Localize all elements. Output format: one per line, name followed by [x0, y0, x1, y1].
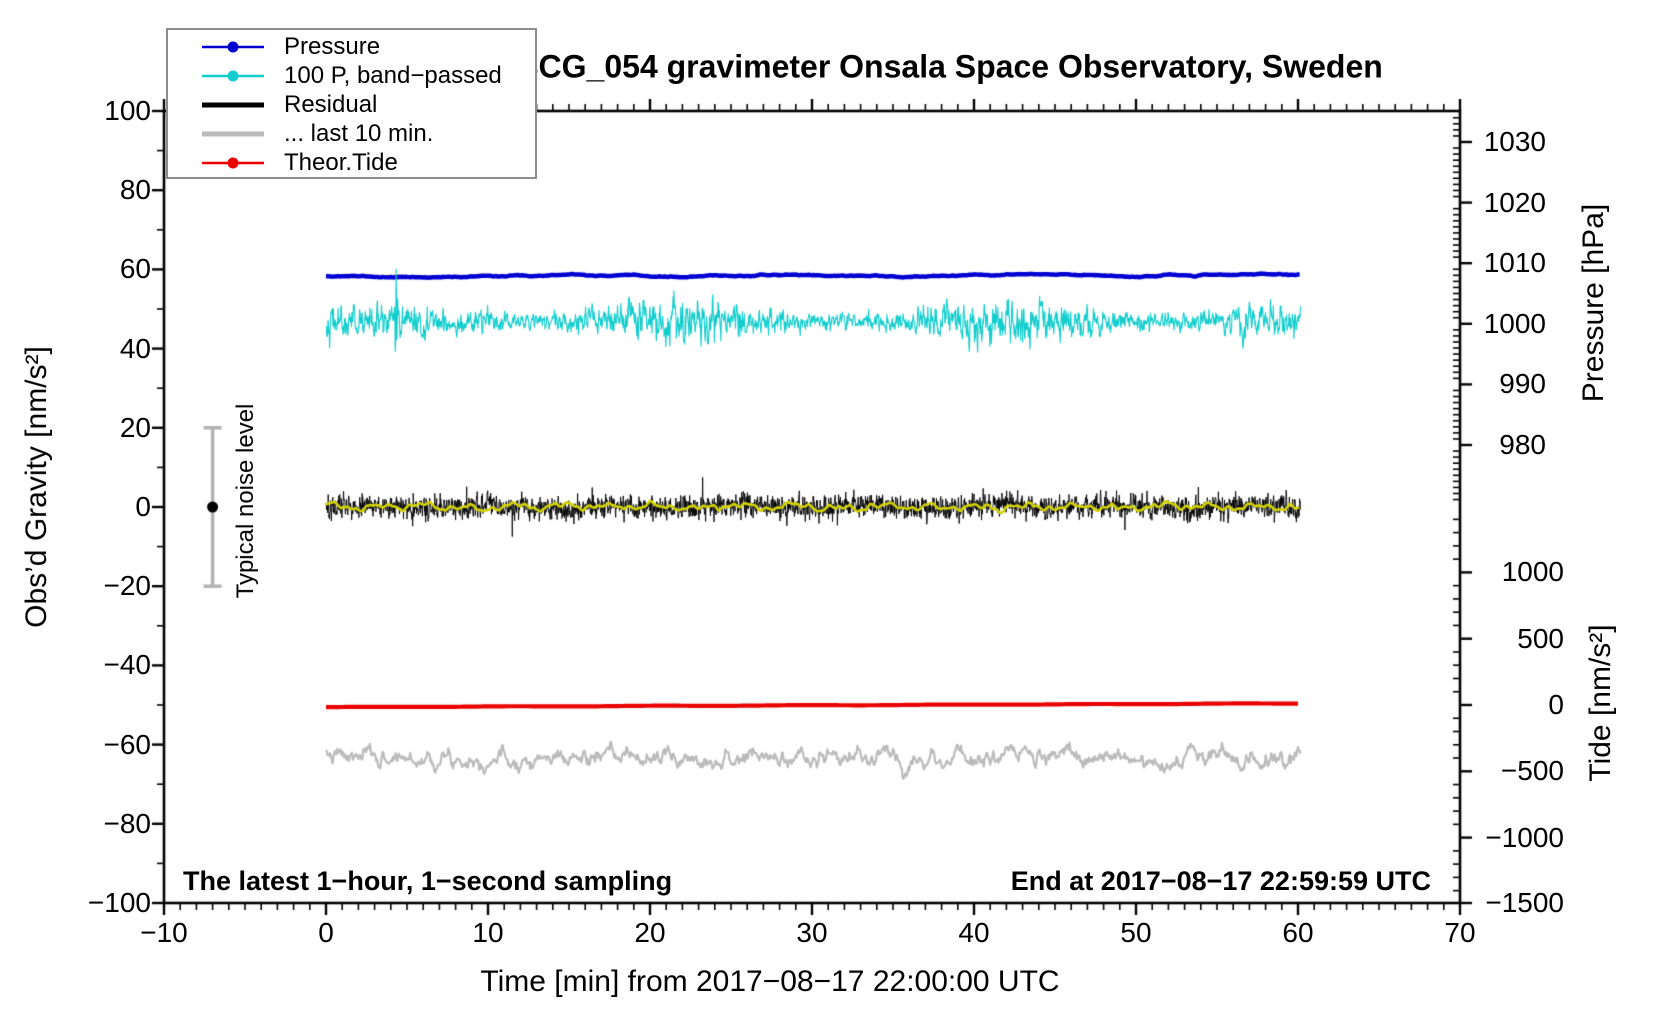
gravity-tick-label: −100	[87, 887, 151, 918]
legend-line-sample	[202, 41, 264, 52]
legend: Pressure 100 P, band−passed Residual... la…	[166, 28, 537, 179]
gravity-tick-label: 80	[119, 174, 151, 206]
x-tick-label: 70	[1444, 917, 1476, 948]
y-axis-title-gravity: Obs’d Gravity [nm/s²]	[20, 346, 53, 628]
x-axis-title: Time [min] from 2017−08−17 22:00:00 UTC	[480, 965, 1060, 998]
legend-line-sample	[202, 102, 264, 107]
gravity-tick-label: −60	[103, 728, 152, 760]
x-tick-label: 60	[1282, 917, 1314, 948]
legend-dot	[227, 41, 239, 52]
annotation-noise-level: Typical noise level	[232, 403, 259, 599]
pressure-tick-label: 990	[1499, 368, 1546, 400]
tide-tick-label: 1000	[1501, 556, 1564, 588]
tide-tick-label: −1500	[1485, 887, 1564, 918]
tide-tick-label: −1000	[1485, 821, 1564, 853]
tide-tick-label: 500	[1517, 622, 1564, 654]
gravity-tick-label: −20	[103, 570, 152, 602]
gravity-tick-label: −80	[103, 807, 152, 839]
x-tick-label: 50	[1120, 917, 1152, 948]
legend-line-sample	[202, 131, 264, 136]
x-tick-label: 30	[796, 917, 828, 948]
pressure-tick-label: 980	[1499, 429, 1546, 460]
x-tick-label: 0	[318, 917, 334, 948]
gravity-tick-label: 40	[119, 332, 151, 364]
legend-item: 100 P, band−passed	[168, 61, 535, 90]
pressure-tick-label: 1020	[1483, 186, 1546, 218]
tide-tick-label: 0	[1548, 689, 1564, 720]
legend-item-label: Pressure	[284, 32, 381, 60]
legend-item-label: 100 P, band−passed	[284, 61, 502, 89]
legend-dot	[227, 157, 239, 168]
pressure-tick-label: 1000	[1483, 307, 1546, 339]
legend-item: Pressure	[168, 32, 535, 61]
x-tick-label: −10	[140, 917, 188, 948]
legend-item-label: Residual	[284, 90, 378, 118]
x-tick-label: 40	[958, 917, 990, 948]
legend-item: Residual	[168, 90, 535, 119]
legend-item: ... last 10 min.	[168, 119, 535, 148]
y-axis-title-tide: Tide [nm/s²]	[1584, 624, 1617, 782]
legend-item-label: Theor.Tide	[284, 148, 398, 176]
y-axis-title-pressure: Pressure [hPa]	[1577, 203, 1610, 403]
tide-tick-label: −500	[1500, 755, 1564, 787]
pressure-tick-label: 1010	[1483, 247, 1546, 279]
legend-item: Theor.Tide	[168, 148, 535, 177]
gravity-tick-label: 20	[119, 411, 151, 443]
x-tick-label: 20	[634, 917, 666, 948]
gravity-tick-label: 0	[135, 491, 151, 522]
chart-title: SCG_054 gravimeter Onsala Space Observat…	[517, 48, 1383, 85]
legend-line-sample	[202, 157, 264, 168]
annotation-sampling: The latest 1−hour, 1−second sampling	[183, 866, 673, 896]
pressure-tick-label: 1030	[1483, 126, 1546, 157]
legend-item-label: ... last 10 min.	[284, 119, 434, 147]
legend-dot	[227, 70, 239, 81]
gravity-tick-label: 100	[104, 95, 151, 126]
legend-line-sample	[202, 70, 264, 81]
gravity-tick-label: −40	[103, 649, 152, 681]
annotation-end-time: End at 2017−08−17 22:59:59 UTC	[1010, 866, 1431, 896]
gravity-tick-label: 60	[119, 253, 151, 285]
x-tick-label: 10	[472, 917, 504, 948]
